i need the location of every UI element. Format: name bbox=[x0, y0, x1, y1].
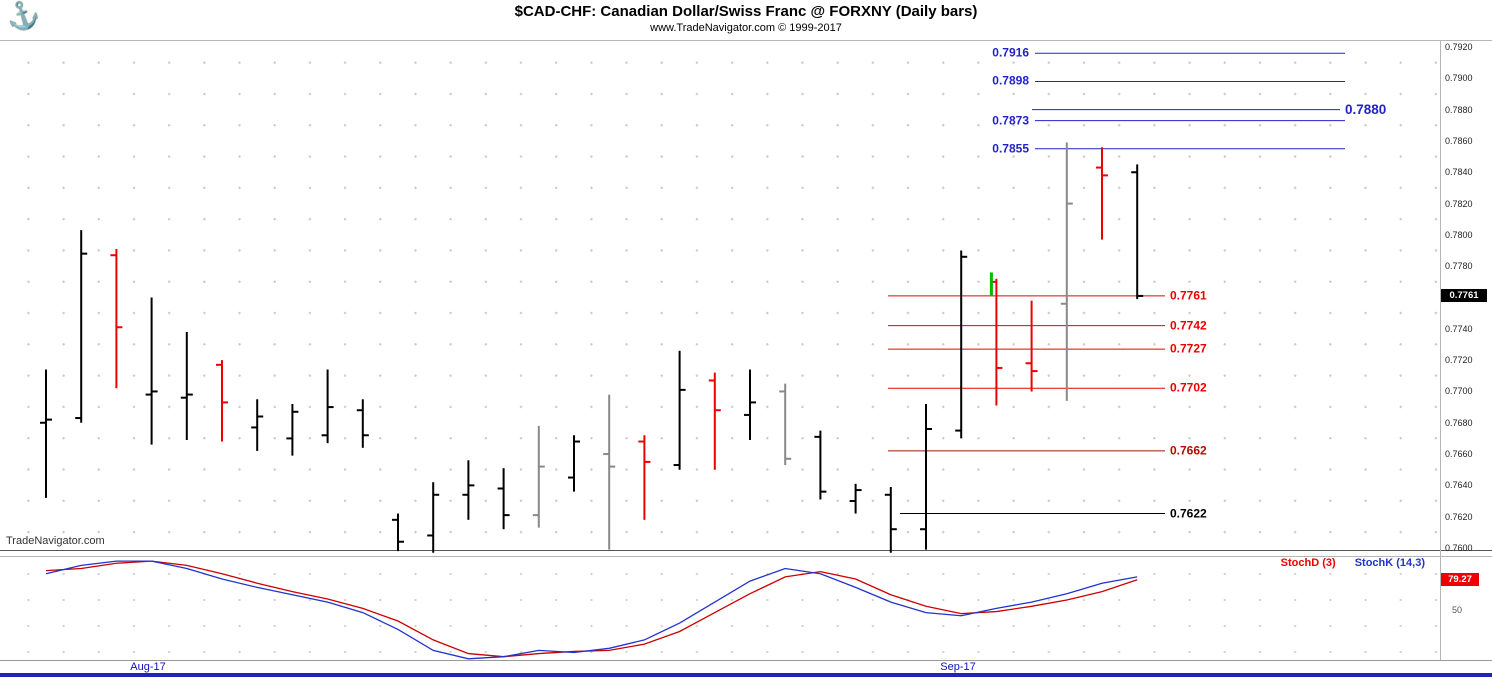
price-axis-label-0.7780: 0.7780 bbox=[1445, 261, 1473, 272]
level-label-0.7727[interactable]: 0.7727 bbox=[1170, 341, 1207, 356]
chart-title: $CAD-CHF: Canadian Dollar/Swiss Franc @ … bbox=[514, 3, 978, 20]
stochk-line bbox=[45, 560, 1138, 660]
price-axis-label-0.7660: 0.7660 bbox=[1445, 449, 1473, 460]
price-axis-label-0.7640: 0.7640 bbox=[1445, 480, 1473, 491]
level-label-0.7662[interactable]: 0.7662 bbox=[1170, 443, 1207, 458]
price-axis-label-0.7860: 0.7860 bbox=[1445, 135, 1473, 146]
level-label-0.7761[interactable]: 0.7761 bbox=[1170, 288, 1207, 303]
price-axis-label-0.7840: 0.7840 bbox=[1445, 167, 1473, 178]
x-axis-label-sep: Sep-17 bbox=[940, 661, 976, 673]
stoch-mid-label: 50 bbox=[1452, 605, 1463, 615]
price-axis-label-0.7820: 0.7820 bbox=[1445, 198, 1473, 209]
level-label-0.7855[interactable]: 0.7855 bbox=[992, 141, 1029, 156]
price-axis-label-0.7880: 0.7880 bbox=[1445, 104, 1473, 115]
stochd-legend-label[interactable]: StochD (3) bbox=[1280, 557, 1336, 569]
price-axis-label-0.7620: 0.7620 bbox=[1445, 511, 1473, 522]
window-bottom-border bbox=[0, 673, 1492, 677]
level-label-0.7873[interactable]: 0.7873 bbox=[992, 112, 1029, 127]
level-label-0.7916[interactable]: 0.7916 bbox=[992, 45, 1029, 60]
current-price-badge: 0.7761 bbox=[1441, 289, 1487, 302]
level-label-0.7702[interactable]: 0.7702 bbox=[1170, 380, 1207, 395]
price-axis-label-0.7920: 0.7920 bbox=[1445, 42, 1473, 52]
price-axis-label-0.7740: 0.7740 bbox=[1445, 323, 1473, 334]
x-axis-label-aug: Aug-17 bbox=[130, 661, 166, 673]
stoch-legend: StochD (3) StochK (14,3) bbox=[1281, 557, 1425, 569]
price-axis-label-0.7720: 0.7720 bbox=[1445, 355, 1473, 366]
price-axis-label-0.7800: 0.7800 bbox=[1445, 229, 1473, 240]
price-axis-label-0.7680: 0.7680 bbox=[1445, 417, 1473, 428]
chart-subtitle: www.TradeNavigator.com © 1999-2017 bbox=[650, 22, 842, 34]
panel-divider-upper[interactable] bbox=[0, 550, 1492, 551]
level-label-0.7742[interactable]: 0.7742 bbox=[1170, 317, 1207, 332]
stochk-legend-label[interactable]: StochK (14,3) bbox=[1354, 557, 1425, 569]
stoch-value-badge: 79.27 bbox=[1441, 573, 1479, 586]
watermark: TradeNavigator.com bbox=[6, 535, 105, 547]
x-axis-divider bbox=[0, 660, 1492, 661]
price-chart-area[interactable] bbox=[0, 41, 1440, 550]
chart-top-border bbox=[0, 40, 1492, 41]
level-label-0.7880[interactable]: 0.7880 bbox=[1345, 101, 1387, 117]
price-axis-label-0.7900: 0.7900 bbox=[1445, 73, 1473, 84]
price-axis-label-0.7700: 0.7700 bbox=[1445, 386, 1473, 397]
level-label-0.7898[interactable]: 0.7898 bbox=[992, 73, 1029, 88]
price-axis-label-0.7600: 0.7600 bbox=[1445, 543, 1473, 553]
level-label-0.7622[interactable]: 0.7622 bbox=[1170, 505, 1207, 520]
stochastic-panel-area[interactable] bbox=[0, 557, 1440, 660]
panel-divider-lower[interactable] bbox=[0, 556, 1492, 557]
price-axis-border bbox=[1440, 40, 1441, 660]
price-axis[interactable]: 0.7920 0.7900 0.7880 0.7860 0.7840 0.7820 0.78… bbox=[1440, 0, 1492, 677]
